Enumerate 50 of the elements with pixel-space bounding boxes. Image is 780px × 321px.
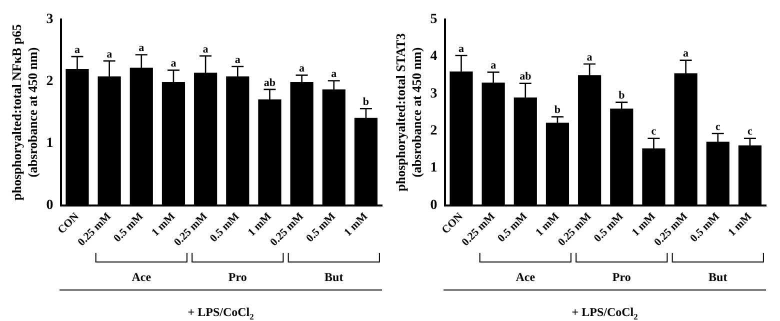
text: But — [708, 270, 728, 284]
text: Pro — [612, 270, 631, 284]
data-label: c — [715, 120, 720, 133]
y-tick-label: 5 — [430, 12, 438, 28]
data-label: a — [138, 42, 145, 54]
y-tick-label: 3 — [46, 12, 54, 28]
y-tick-label: 0 — [430, 198, 438, 213]
text: But — [324, 270, 344, 284]
data-label: b — [618, 90, 625, 102]
data-label: a — [299, 62, 306, 75]
x-tick-label: 0.5 mM — [496, 210, 530, 245]
data-label: a — [74, 44, 80, 56]
y-tick-label: 3 — [430, 86, 438, 102]
x-tick-label: 1 mM — [533, 210, 562, 239]
x-tick-label: 0.5 mM — [592, 210, 626, 245]
data-label: a — [586, 51, 593, 64]
data-label: a — [490, 60, 497, 72]
y-tick-label: 1 — [46, 136, 54, 151]
y-axis-title: phosphoryalted:total STAT3 (absrobance at 450 nm) — [393, 32, 424, 192]
x-tick-label: 0.5 mM — [208, 210, 242, 245]
x-tick-label: 1 mM — [246, 210, 274, 239]
x-tick-label: 0.5 mM — [688, 210, 722, 245]
data-label: a — [458, 42, 464, 55]
x-tick-label: 1 mM — [149, 210, 178, 239]
data-label: b — [362, 96, 370, 108]
data-label: a — [683, 48, 690, 60]
y-tick-label: 4 — [430, 49, 438, 64]
y-tick-label: 2 — [430, 124, 438, 139]
data-label: c — [748, 126, 753, 138]
data-label: ab — [520, 70, 532, 83]
data-label: ab — [264, 76, 276, 89]
x-tick-label: 0.5 mM — [112, 210, 146, 245]
data-label: a — [170, 58, 177, 70]
data-label: a — [234, 54, 241, 66]
text: Pro — [228, 270, 247, 284]
y-tick-label: 1 — [430, 160, 438, 176]
text: Ace — [516, 270, 536, 284]
y-tick-label: 2 — [46, 74, 54, 89]
data-label: a — [202, 43, 209, 56]
text: Ace — [132, 270, 152, 284]
x-tick-label: 0.5 mM — [304, 210, 338, 245]
y-tick-label: 0 — [46, 198, 54, 213]
data-label: c — [651, 126, 656, 138]
x-tick-label: 1 mM — [726, 210, 755, 239]
data-label: a — [331, 68, 338, 80]
y-axis-title: phosphoryalted:total NFκB p65 (absrobance at 450 nm) — [9, 24, 40, 200]
x-tick-label: 1 mM — [630, 210, 658, 239]
x-tick-label: 1 mM — [342, 210, 371, 239]
data-label: b — [554, 104, 561, 116]
data-label: a — [106, 48, 113, 60]
